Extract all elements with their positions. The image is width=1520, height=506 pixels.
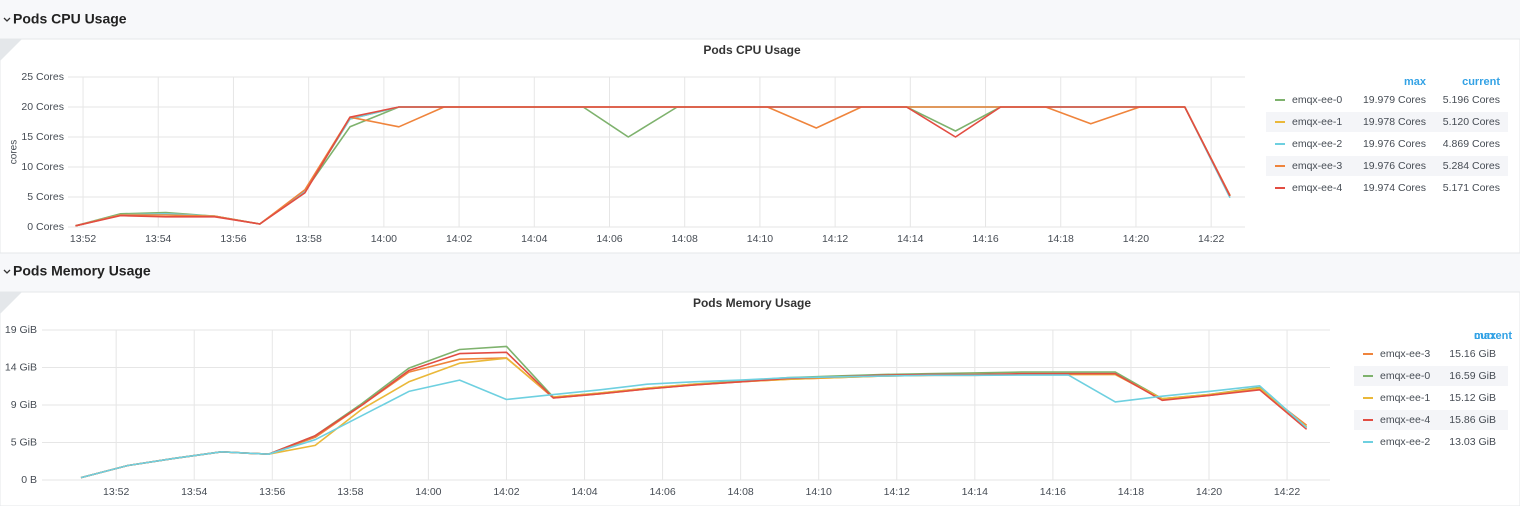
panel: [0, 291, 1520, 506]
legend-value: 19.979 Cores: [1363, 94, 1426, 106]
x-tick-label: 14:08: [672, 233, 698, 245]
info-corner: [0, 292, 22, 314]
legend-header: max: [1474, 330, 1497, 342]
legend-value: 19.978 Cores: [1363, 116, 1426, 128]
x-tick-label: 14:06: [596, 233, 622, 245]
legend-value: 5.171 Cores: [1443, 182, 1500, 194]
y-tick-label: 25 Cores: [21, 71, 64, 83]
x-tick-label: 13:56: [259, 486, 285, 498]
info-corner: [0, 39, 22, 61]
x-tick-label: 14:10: [806, 486, 832, 498]
legend-label: emqx-ee-4: [1380, 414, 1430, 426]
row-title[interactable]: Pods CPU Usage: [13, 11, 127, 27]
x-tick-label: 14:04: [521, 233, 547, 245]
series-line: [75, 106, 1231, 227]
legend-label: emqx-ee-2: [1380, 436, 1430, 448]
y-tick-label: 9 GiB: [11, 399, 37, 411]
x-tick-label: 14:18: [1048, 233, 1074, 245]
legend-label: emqx-ee-0: [1292, 94, 1342, 106]
legend-value: 5.120 Cores: [1443, 116, 1500, 128]
legend-header: max: [1404, 76, 1427, 88]
legend-value: 15.86 GiB: [1449, 414, 1496, 426]
y-tick-label: 5 GiB: [11, 436, 37, 448]
legend-value: 16.59 GiB: [1449, 370, 1496, 382]
collapse-chevron[interactable]: [3, 269, 11, 274]
x-tick-label: 14:14: [897, 233, 923, 245]
x-tick-label: 14:20: [1123, 233, 1149, 245]
legend-row-bg: [1266, 156, 1508, 176]
legend-header: current: [1474, 330, 1512, 342]
x-tick-label: 13:56: [220, 233, 246, 245]
x-tick-label: 14:08: [728, 486, 754, 498]
y-tick-label: 20 Cores: [21, 101, 64, 113]
x-tick-label: 14:22: [1198, 233, 1224, 245]
legend-value: 13.03 GiB: [1449, 436, 1496, 448]
legend-value: 5.284 Cores: [1443, 160, 1500, 172]
x-tick-label: 14:10: [747, 233, 773, 245]
x-tick-label: 13:58: [296, 233, 322, 245]
row-title[interactable]: Pods Memory Usage: [13, 263, 151, 279]
legend-label: emqx-ee-0: [1380, 370, 1430, 382]
legend-header: current: [1462, 76, 1500, 88]
x-tick-label: 14:14: [962, 486, 988, 498]
legend-label: emqx-ee-3: [1292, 160, 1342, 172]
legend-value: 19.976 Cores: [1363, 160, 1426, 172]
legend-value: 19.974 Cores: [1363, 182, 1426, 194]
x-tick-label: 13:54: [181, 486, 207, 498]
legend-row-bg: [1266, 112, 1508, 132]
legend-label: emqx-ee-2: [1292, 138, 1342, 150]
panel-title: Pods Memory Usage: [693, 296, 811, 310]
x-tick-label: 13:52: [103, 486, 129, 498]
legend-value: 15.12 GiB: [1449, 392, 1496, 404]
x-tick-label: 14:04: [571, 486, 597, 498]
y-tick-label: 15 Cores: [21, 131, 64, 143]
panel-title: Pods CPU Usage: [703, 43, 801, 57]
x-tick-label: 14:00: [371, 233, 397, 245]
legend-value: 5.196 Cores: [1443, 94, 1500, 106]
x-tick-label: 14:16: [972, 233, 998, 245]
legend-row-bg: [1354, 366, 1508, 386]
legend-value: 19.976 Cores: [1363, 138, 1426, 150]
y-tick-label: 19 GiB: [5, 324, 37, 336]
y-tick-label: 0 Cores: [27, 221, 64, 233]
x-tick-label: 13:58: [337, 486, 363, 498]
y-tick-label: 14 GiB: [5, 361, 37, 373]
x-tick-label: 14:12: [822, 233, 848, 245]
x-tick-label: 14:02: [446, 233, 472, 245]
legend-label: emqx-ee-4: [1292, 182, 1342, 194]
y-axis-label: cores: [9, 140, 20, 164]
legend-label: emqx-ee-3: [1380, 348, 1430, 360]
x-tick-label: 14:18: [1118, 486, 1144, 498]
legend-row-bg: [1354, 410, 1508, 430]
x-tick-label: 14:06: [649, 486, 675, 498]
legend-label: emqx-ee-1: [1380, 392, 1430, 404]
x-tick-label: 14:00: [415, 486, 441, 498]
x-tick-label: 13:52: [70, 233, 96, 245]
series-line: [80, 351, 1308, 479]
y-tick-label: 0 B: [21, 474, 37, 486]
x-tick-label: 14:16: [1040, 486, 1066, 498]
collapse-chevron[interactable]: [3, 17, 11, 22]
x-tick-label: 14:20: [1196, 486, 1222, 498]
legend-value: 4.869 Cores: [1443, 138, 1500, 150]
series-line: [80, 374, 1308, 479]
x-tick-label: 14:12: [884, 486, 910, 498]
y-tick-label: 10 Cores: [21, 161, 64, 173]
x-tick-label: 14:22: [1274, 486, 1300, 498]
x-tick-label: 14:02: [493, 486, 519, 498]
legend-value: 15.16 GiB: [1449, 348, 1496, 360]
legend-label: emqx-ee-1: [1292, 116, 1342, 128]
x-tick-label: 13:54: [145, 233, 171, 245]
y-tick-label: 5 Cores: [27, 191, 64, 203]
